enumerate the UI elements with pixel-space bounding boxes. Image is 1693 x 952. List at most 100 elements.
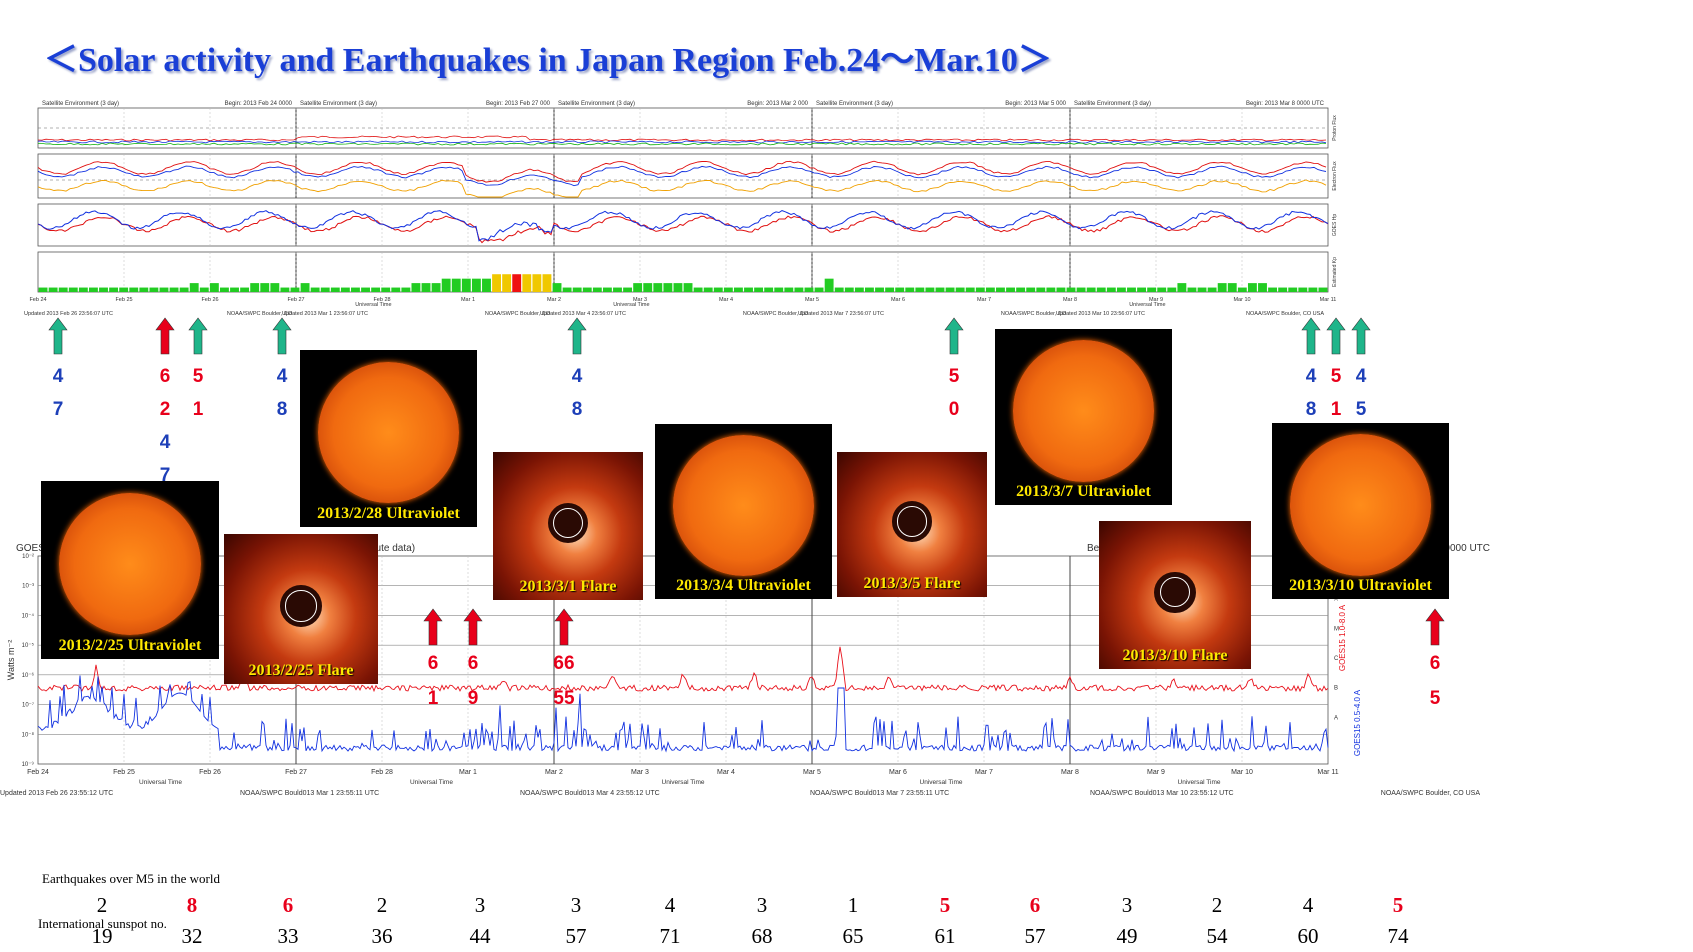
earthquake-count: 6 — [1029, 893, 1041, 917]
green-up-arrow — [48, 317, 68, 355]
date-tick-label: Mar 3 — [633, 297, 647, 303]
earthquake-magnitude-digit: 2 — [160, 399, 171, 420]
kp-bar — [1288, 287, 1298, 292]
kp-bar — [1076, 287, 1086, 292]
kp-bar — [945, 287, 955, 292]
kp-bar — [482, 278, 491, 292]
kp-bar — [1127, 287, 1136, 292]
kp-bar — [905, 287, 915, 292]
proton-flux-line — [37, 142, 1327, 146]
kp-bar — [723, 287, 733, 292]
plot-footer-text: Updated 2013 Mar 1 23:56:07 UTC — [282, 311, 368, 317]
xray-x-tick: Mar 7 — [975, 769, 993, 776]
earthquake-magnitude-digit: 5 — [949, 366, 960, 387]
kp-bar — [975, 287, 985, 292]
kp-bar — [844, 287, 854, 292]
xray-x-tick: Mar 6 — [889, 769, 907, 776]
date-tick-label: Mar 9 — [1149, 297, 1163, 303]
kp-bar — [1258, 283, 1267, 292]
kp-bar — [1308, 287, 1318, 292]
plot-footer-text: NOAA/SWPC Boulder, CO USA — [1246, 311, 1324, 317]
earthquake-magnitude-digit: 4 — [53, 366, 64, 387]
kp-bar — [1056, 287, 1066, 292]
ultraviolet-sun-image: 2013/3/7 Ultraviolet — [995, 329, 1172, 505]
sunspot-count: 49 — [1116, 924, 1138, 948]
xray-series-label: GOES15 1.0-8.0 A — [1338, 604, 1347, 671]
xray-x-tick: Mar 10 — [1231, 769, 1253, 776]
flare-coronagraph-image: 2013/3/5 Flare — [837, 452, 987, 597]
sunspot-count: 68 — [751, 924, 773, 948]
band-right-label: Estimated Kp — [1332, 257, 1338, 287]
sunspot-count: 32 — [181, 924, 203, 948]
xray-universal-time-label: Universal Time — [920, 779, 963, 786]
xray-series-label: GOES15 0.5-4.0 A — [1353, 689, 1362, 756]
sunspot-count: 54 — [1206, 924, 1228, 948]
kp-bar — [300, 283, 310, 292]
kp-bar — [875, 287, 884, 292]
electron-flux-line — [37, 165, 1327, 187]
xray-x-tick: Feb 26 — [199, 769, 221, 776]
kp-bar — [1167, 287, 1177, 292]
universal-time-label: Universal Time — [1129, 302, 1165, 308]
date-tick-label: Feb 26 — [201, 297, 218, 303]
kp-bar — [764, 287, 774, 292]
earthquake-magnitude-digit: 7 — [53, 399, 64, 420]
date-tick-label: Mar 7 — [977, 297, 991, 303]
earthquake-count: 5 — [1392, 893, 1404, 917]
plot-footer-text: NOAA/SWPC Boulder, CO — [743, 311, 809, 317]
kp-bar — [1137, 287, 1146, 292]
kp-bar — [562, 287, 572, 292]
kp-bar — [1116, 287, 1126, 292]
goes-satellite-environment-plot: Satellite Environment (3 day) Begin: 2013… — [24, 101, 1338, 317]
ultraviolet-sun-image: 2013/3/4 Ultraviolet — [655, 424, 832, 599]
goes-hp-line — [37, 210, 1329, 242]
kp-bar — [653, 283, 663, 292]
plot-footer-text: Updated 2013 Mar 4 23:56:07 UTC — [540, 311, 626, 317]
xray-x-tick: Feb 24 — [27, 769, 49, 776]
kp-bar — [1298, 287, 1308, 292]
kp-bar — [401, 287, 411, 292]
kp-bar — [955, 287, 965, 292]
kp-bar — [885, 287, 895, 292]
kp-bar — [542, 274, 552, 292]
flare-coronagraph-image: 2013/2/25 Flare — [224, 534, 378, 684]
kp-bar — [1197, 287, 1207, 292]
kp-bar — [109, 287, 119, 292]
date-tick-label: Mar 11 — [1320, 297, 1337, 303]
earthquake-count: 2 — [376, 893, 388, 917]
kp-bar — [451, 278, 461, 292]
flare-class-label: A — [1334, 715, 1338, 721]
kp-bar — [209, 283, 219, 292]
kp-bar — [733, 287, 743, 292]
earthquake-magnitude-digit: 1 — [1331, 399, 1342, 420]
earthquake-magnitude-digit: 4 — [160, 432, 171, 453]
flare-class-label: M — [1334, 626, 1339, 632]
kp-bar — [1207, 287, 1217, 292]
kp-bar — [340, 287, 350, 292]
kp-bar — [270, 283, 280, 292]
kp-bar — [633, 283, 643, 292]
kp-bar — [623, 287, 633, 292]
date-tick-label: Feb 28 — [373, 297, 390, 303]
earthquake-magnitude-digit: 1 — [193, 399, 204, 420]
proton-flux-line — [37, 135, 1327, 142]
kp-bar — [774, 287, 784, 292]
panel-header-right: Begin: 2013 Feb 24 0000 — [225, 101, 293, 107]
coronagraph-occulter — [1154, 571, 1196, 613]
kp-bar — [1147, 287, 1157, 292]
earthquake-count: 3 — [570, 893, 582, 917]
kp-bar — [925, 287, 935, 292]
kp-bar — [703, 287, 713, 292]
earthquake-magnitude-digit: 5 — [193, 366, 204, 387]
kp-bar — [1066, 287, 1076, 292]
kp-bar — [744, 287, 753, 292]
universal-time-label: Universal Time — [355, 302, 391, 308]
xray-y-tick: 10⁻⁶ — [22, 672, 35, 679]
green-up-arrow — [567, 317, 587, 355]
kp-bar — [330, 287, 340, 292]
xray-short-series-line — [37, 675, 1329, 753]
plot-footer-text: NOAA/SWPC Boulder, CO — [485, 311, 551, 317]
green-up-arrow — [272, 317, 292, 355]
plot-footer-text: Updated 2013 Mar 10 23:56:07 UTC — [1056, 311, 1145, 317]
panel-header-left: Satellite Environment (3 day) — [816, 101, 893, 107]
